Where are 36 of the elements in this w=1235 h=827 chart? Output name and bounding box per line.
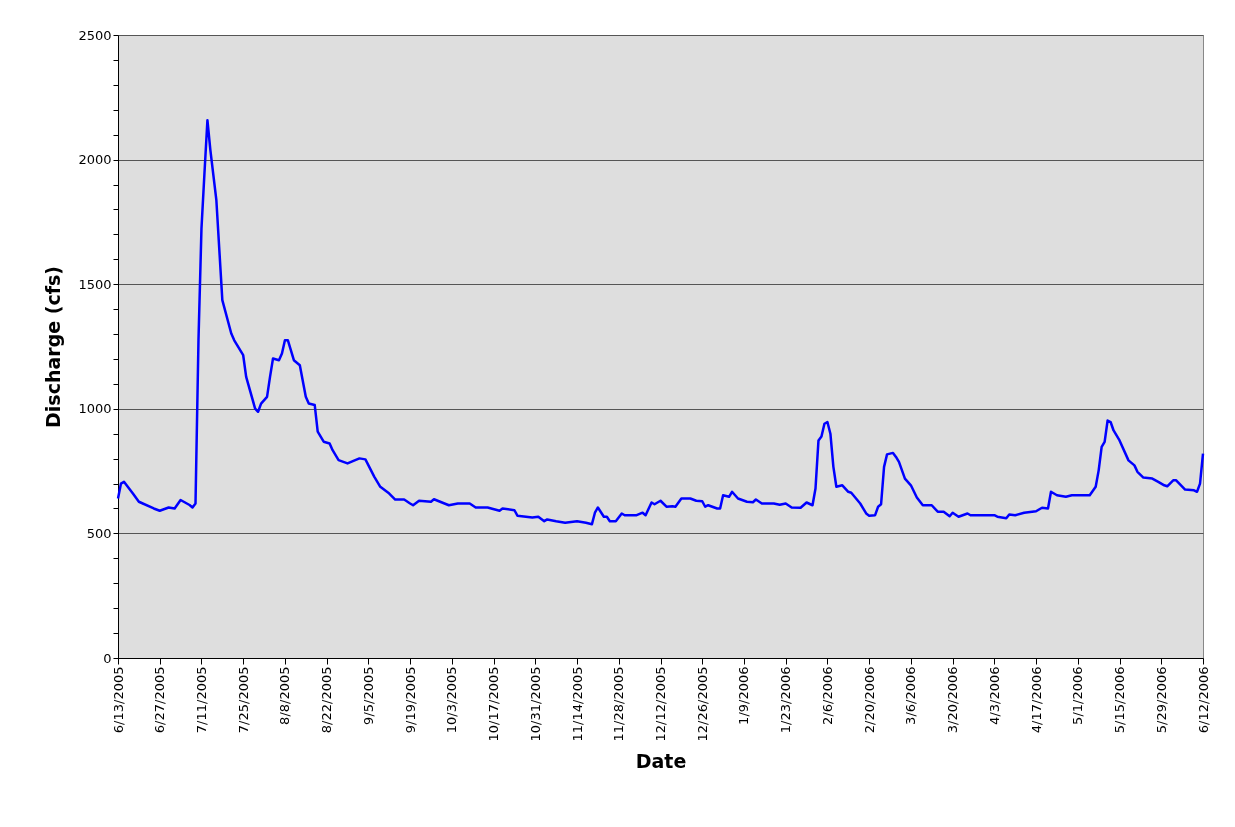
x-tick-label: 2/6/2006 <box>819 666 835 725</box>
x-tick-label: 7/25/2005 <box>235 666 251 734</box>
y-tick-label: 500 <box>86 525 112 541</box>
x-tick-label: 3/6/2006 <box>903 666 919 725</box>
x-tick-label: 1/23/2006 <box>778 666 794 734</box>
y-tick-label: 2000 <box>78 152 112 168</box>
x-tick-label: 8/22/2005 <box>319 666 335 734</box>
y-tick-label: 1500 <box>78 276 112 292</box>
x-tick-label: 9/5/2005 <box>360 666 376 725</box>
x-tick-label: 11/14/2005 <box>569 666 585 742</box>
x-tick-label: 7/11/2005 <box>193 666 209 734</box>
x-tick-label: 1/9/2006 <box>736 666 752 725</box>
x-tick-label: 8/8/2005 <box>277 666 293 725</box>
line-series <box>116 118 1205 526</box>
x-tick-label: 4/3/2006 <box>986 666 1002 725</box>
x-tick-label: 12/12/2005 <box>653 666 668 742</box>
x-tick-label: 10/17/2005 <box>486 666 502 742</box>
x-tick-label: 2/20/2006 <box>861 666 877 734</box>
y-tick-label: 2500 <box>78 27 112 43</box>
x-tick-label: 11/28/2005 <box>611 666 627 742</box>
x-tick-label: 6/13/2005 <box>110 666 126 734</box>
y-tick-label: 1000 <box>78 401 112 417</box>
x-tick-label: 6/27/2005 <box>152 666 168 734</box>
x-tick-label: 12/26/2005 <box>694 666 710 742</box>
x-tick-label: 10/3/2005 <box>444 666 460 734</box>
x-axis-title: Date <box>635 750 687 773</box>
x-tick-label: 10/31/2005 <box>527 666 543 742</box>
y-tick-label: 0 <box>103 650 112 666</box>
x-tick-label: 5/1/2006 <box>1070 666 1086 725</box>
x-tick-label: 9/19/2005 <box>402 666 418 734</box>
x-tick-label: 5/29/2006 <box>1153 666 1169 734</box>
x-tick-label: 3/20/2006 <box>945 666 961 734</box>
x-tick-label: 6/12/2006 <box>1195 666 1211 734</box>
x-tick-label: 4/17/2006 <box>1028 666 1044 734</box>
x-tick-label: 5/15/2006 <box>1112 666 1128 734</box>
y-axis-title: Discharge (cfs) <box>42 266 65 428</box>
